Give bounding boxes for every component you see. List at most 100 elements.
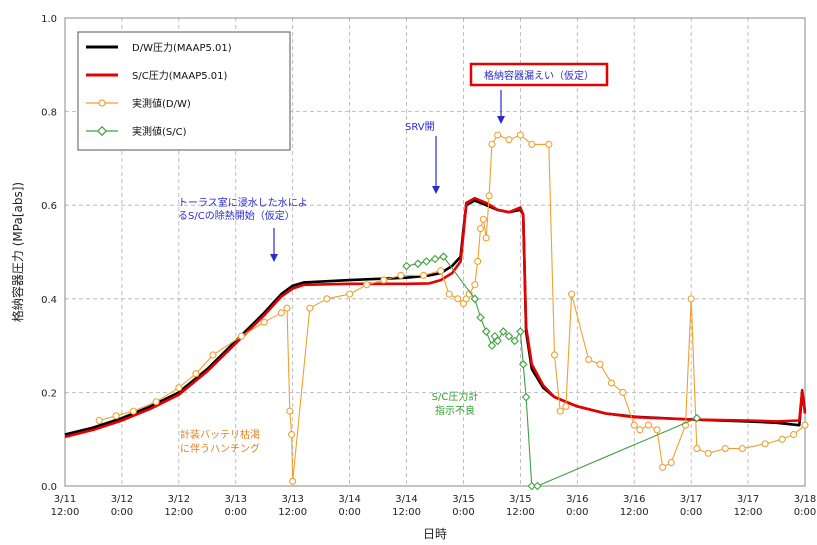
data-point <box>556 407 564 415</box>
annotation-battery-line1: 計装バッテリ枯渇 <box>180 428 260 441</box>
data-point <box>636 426 644 434</box>
legend-label-sc-measured: 実測値(S/C) <box>132 125 187 138</box>
data-point <box>380 276 388 284</box>
x-tick-time: 12:00 <box>620 507 649 518</box>
data-point <box>644 421 653 429</box>
series-sc-measured <box>402 252 702 491</box>
data-point <box>481 327 491 336</box>
x-axis-title: 日時 <box>423 527 447 541</box>
annotation-sc-gauge-line1: S/C圧力計 <box>432 390 479 403</box>
data-point <box>510 336 519 346</box>
data-point <box>790 430 798 439</box>
annotation-battery: 計装バッテリ枯渇 に伴うハンチング <box>180 428 260 455</box>
annotation-torus-line2: るS/Cの除熱開始（仮定） <box>178 209 295 222</box>
data-point <box>516 131 524 139</box>
data-point <box>801 421 809 429</box>
x-tick-time: 12:00 <box>278 507 307 518</box>
data-point <box>494 131 502 139</box>
y-tick-label: 0.4 <box>41 295 57 306</box>
data-point <box>518 360 528 369</box>
x-tick-time: 12:00 <box>392 507 421 518</box>
x-tick-time: 0:00 <box>111 507 133 518</box>
data-point <box>430 254 440 264</box>
annotation-battery-line2: に伴うハンチング <box>180 442 260 455</box>
data-point <box>738 445 746 453</box>
data-point <box>778 435 786 443</box>
data-point <box>476 313 485 322</box>
annotation-torus-arrowhead <box>270 254 278 262</box>
y-axis: 0.0 0.2 0.4 0.6 0.8 1.0 <box>41 14 57 493</box>
data-point <box>568 290 576 298</box>
legend: D/W圧力(MAAP5.01) S/C圧力(MAAP5.01) 実測値(D/W)… <box>77 31 291 151</box>
annotation-leak-box <box>469 62 609 87</box>
data-point <box>485 192 493 200</box>
x-tick-date: 3/12 <box>111 494 133 505</box>
x-tick-time: 12:00 <box>506 507 535 518</box>
data-point <box>516 327 525 336</box>
data-point <box>445 290 453 298</box>
data-point <box>237 332 246 340</box>
data-point <box>562 402 570 410</box>
y-axis-title: 格納容器圧力 (MPa[abs]) <box>10 182 25 322</box>
data-point <box>653 426 661 434</box>
data-point <box>545 140 553 148</box>
data-point <box>721 445 729 453</box>
data-point <box>413 259 423 268</box>
x-tick-time: 0:00 <box>680 507 702 518</box>
data-point <box>192 370 200 378</box>
legend-box <box>77 31 291 151</box>
annotation-srv-label: SRV開 <box>405 121 435 133</box>
x-tick-date: 3/13 <box>225 494 247 505</box>
data-point <box>95 416 103 425</box>
data-point <box>152 398 160 406</box>
legend-label-dw-maap: D/W圧力(MAAP5.01) <box>132 41 232 54</box>
data-point <box>630 421 638 429</box>
data-point <box>482 234 490 242</box>
data-point <box>129 407 137 415</box>
x-axis: 3/11 12:00 3/12 0:00 3/12 12:00 3/13 0:00 3/13 12… <box>51 494 817 518</box>
data-point <box>470 294 480 304</box>
data-point <box>323 295 331 303</box>
data-point <box>283 304 291 312</box>
data-point <box>286 407 294 415</box>
data-point <box>528 140 536 148</box>
y-tick-label: 1.0 <box>41 14 57 25</box>
data-point <box>596 360 604 368</box>
data-point <box>363 281 371 289</box>
legend-label-dw-measured: 実測値(D/W) <box>132 97 191 110</box>
x-tick-time: 0:00 <box>452 507 474 518</box>
data-point <box>527 481 537 491</box>
data-point <box>420 271 428 279</box>
annotation-sc-gauge-line2: 指示不良 <box>435 404 475 417</box>
data-point <box>585 356 593 364</box>
x-tick-date: 3/16 <box>566 494 588 505</box>
annotation-sc-gauge: S/C圧力計 指示不良 <box>432 390 479 417</box>
data-point <box>397 271 405 279</box>
data-point <box>346 290 354 298</box>
data-point <box>692 413 702 423</box>
annotation-leak: 格納容器漏えい（仮定） <box>469 62 609 124</box>
legend-marker-sc-measured <box>96 125 108 137</box>
x-tick-date: 3/14 <box>395 494 417 505</box>
data-point <box>260 318 268 326</box>
data-point <box>439 252 448 261</box>
data-point <box>471 281 479 289</box>
plot-area-frame <box>64 17 806 487</box>
data-point <box>454 295 462 303</box>
x-tick-date: 3/17 <box>737 494 759 505</box>
data-point <box>288 430 296 439</box>
y-tick-label: 0.0 <box>41 482 57 493</box>
data-point <box>476 225 485 233</box>
data-point <box>493 336 502 346</box>
legend-marker-dw-measured <box>98 99 106 107</box>
x-tick-date: 3/15 <box>509 494 531 505</box>
x-tick-time: 12:00 <box>164 507 193 518</box>
y-tick-label: 0.6 <box>41 201 57 212</box>
data-point <box>550 351 559 359</box>
series-dw-measured <box>95 131 809 485</box>
annotation-torus: トーラス室に浸水した水によ るS/Cの除熱開始（仮定） <box>178 196 308 262</box>
data-point <box>422 257 431 266</box>
data-point <box>693 445 701 453</box>
annotation-leak-label: 格納容器漏えい（仮定） <box>484 69 594 82</box>
data-point <box>667 459 675 467</box>
